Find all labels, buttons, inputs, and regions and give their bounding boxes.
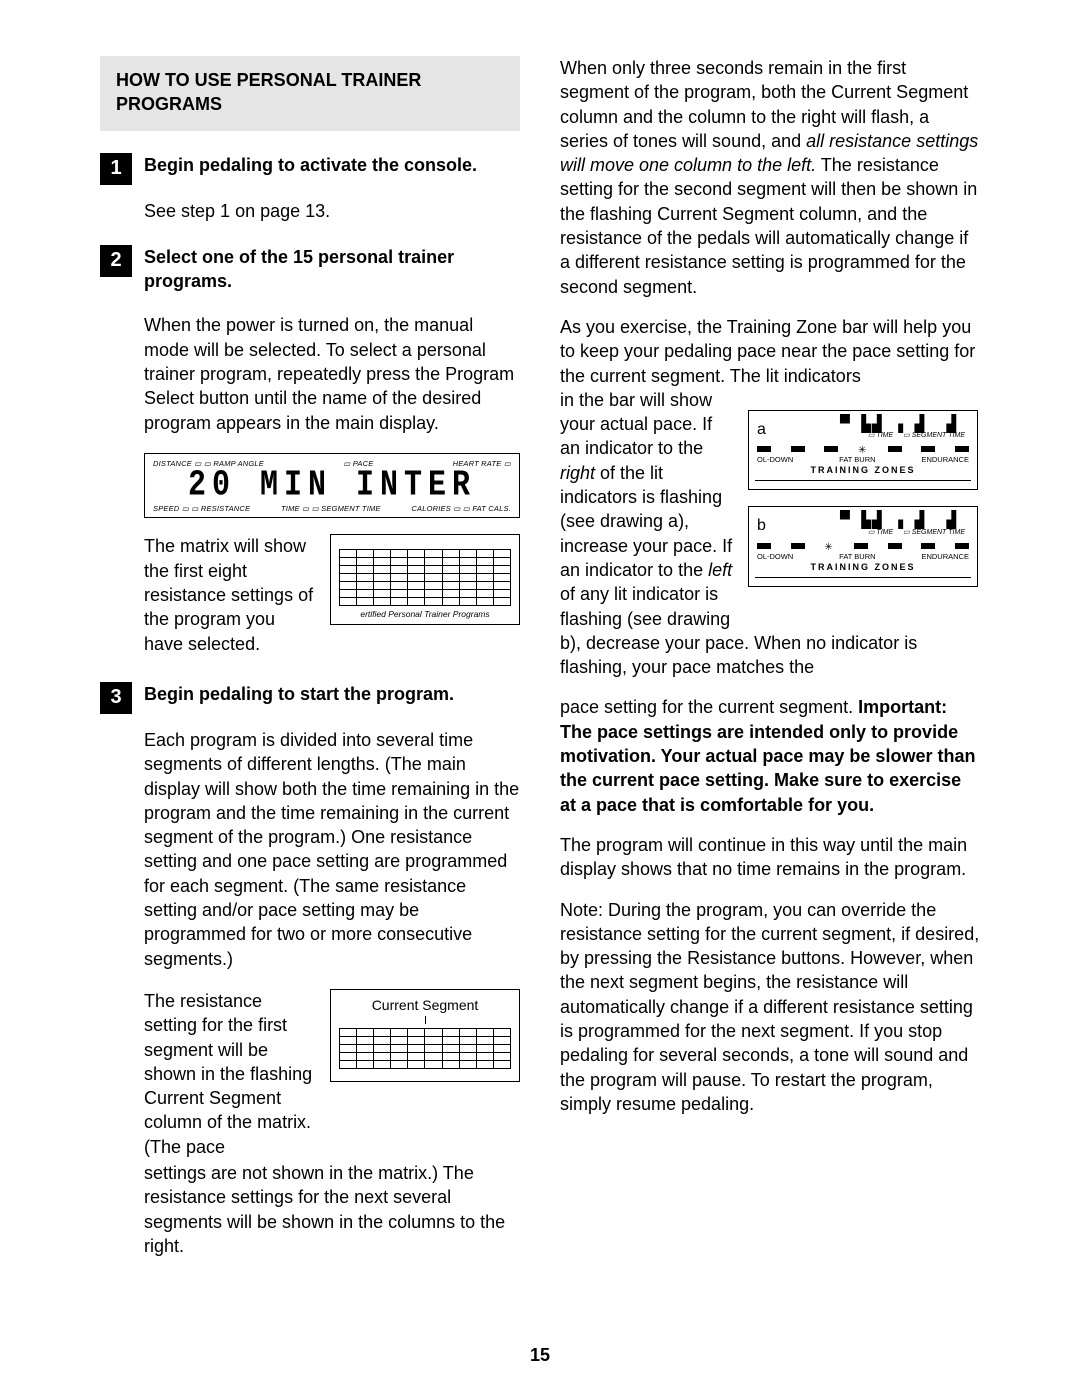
step-3-number: 3: [100, 682, 132, 714]
step-1-number: 1: [100, 153, 132, 185]
matrix-grid: [339, 549, 511, 606]
p2wrap-i1: right: [560, 463, 595, 483]
p2wrap-i2: left: [708, 560, 732, 580]
sun-icon-b: [824, 544, 834, 554]
right-p3-a: pace setting for the current segment.: [560, 697, 858, 717]
tz-b-label: b: [757, 517, 766, 535]
display-bot-label-1: SPEED ▭ ▭ RESISTANCE: [153, 505, 250, 513]
tz-b-bars: ▀ ▙▟ ▗ ▟ ▟: [755, 511, 971, 529]
step-1: 1 Begin pedaling to activate the console…: [100, 153, 520, 185]
page-number: 15: [0, 1343, 1080, 1367]
right-para-5: Note: During the program, you can overri…: [560, 898, 980, 1117]
current-segment-label: Current Segment: [339, 996, 511, 1015]
tz-b-time: TIME: [868, 529, 893, 537]
current-segment-illustration: Current Segment: [330, 989, 520, 1082]
tz-b-zone-2: FAT BURN: [839, 553, 875, 561]
tz-zone-3: ENDURANCE: [921, 456, 969, 464]
section-header: HOW TO USE PERSONAL TRAINER PROGRAMS: [100, 56, 520, 131]
matrix-row: The matrix will show the first eight res…: [100, 534, 520, 655]
step-1-body: See step 1 on page 13.: [100, 199, 520, 223]
display-bot-label-3: CALORIES ▭ ▭ FAT CALS.: [411, 505, 511, 513]
tz-b-zone-3: ENDURANCE: [921, 553, 969, 561]
right-p1-b: The resistance setting for the second se…: [560, 155, 977, 296]
tz-zone-2: FAT BURN: [839, 456, 875, 464]
training-zone-illustrations: a ▀ ▙▟ ▗ ▟ ▟ TIME SEGMENT TIME OL-DOWN F…: [748, 410, 980, 603]
step-3-body-2: settings are not shown in the matrix.) T…: [100, 1161, 520, 1258]
training-zone-b: b ▀ ▙▟ ▗ ▟ ▟ TIME SEGMENT TIME OL-DOWN F…: [748, 506, 978, 586]
step-3-title: Begin pedaling to start the program.: [144, 682, 520, 706]
right-para-1: When only three seconds remain in the fi…: [560, 56, 980, 299]
step-2: 2 Select one of the 15 personal trainer …: [100, 245, 520, 300]
matrix-illustration: ertified Personal Trainer Programs: [330, 534, 520, 624]
training-zone-a: a ▀ ▙▟ ▗ ▟ ▟ TIME SEGMENT TIME OL-DOWN F…: [748, 410, 978, 490]
matrix-text: The matrix will show the first eight res…: [144, 534, 316, 655]
right-para-4: The program will continue in this way un…: [560, 833, 980, 882]
tz-a-time: TIME: [868, 432, 893, 440]
tz-b-zone-1: OL-DOWN: [757, 553, 793, 561]
left-column: HOW TO USE PERSONAL TRAINER PROGRAMS 1 B…: [100, 56, 520, 1258]
arrow-down-icon: [425, 1016, 426, 1024]
segment-row: The resistance setting for the first seg…: [100, 989, 520, 1159]
segment-text: The resistance setting for the first seg…: [144, 989, 316, 1159]
step-2-body: When the power is turned on, the manual …: [100, 313, 520, 434]
step-3: 3 Begin pedaling to start the program.: [100, 682, 520, 714]
segment-matrix-grid: [339, 1028, 511, 1069]
tz-a-title: TRAINING ZONES: [755, 466, 971, 476]
matrix-caption: ertified Personal Trainer Programs: [339, 610, 511, 619]
tz-a-bars: ▀ ▙▟ ▗ ▟ ▟: [755, 415, 971, 433]
p2wrap-a: in the bar will show your actual pace. I…: [560, 390, 712, 459]
right-para-2: As you exercise, the Training Zone bar w…: [560, 315, 980, 388]
right-column: When only three seconds remain in the fi…: [560, 56, 980, 1258]
tz-b-title: TRAINING ZONES: [755, 563, 971, 573]
console-display-illustration: DISTANCE ▭ ▭ RAMP ANGLE ▭ PACE HEART RAT…: [144, 453, 520, 519]
tz-a-label: a: [757, 421, 766, 439]
tz-zone-1: OL-DOWN: [757, 456, 793, 464]
step-3-body-1: Each program is divided into several tim…: [100, 728, 520, 971]
right-para-3: pace setting for the current segment. Im…: [560, 695, 980, 816]
sun-icon: [858, 447, 868, 457]
tz-a-segtime: SEGMENT TIME: [903, 432, 965, 440]
step-2-title: Select one of the 15 personal trainer pr…: [144, 245, 520, 294]
step-1-title: Begin pedaling to activate the console.: [144, 153, 520, 177]
display-main-text: 20 MIN INTER: [153, 467, 511, 507]
tz-b-segtime: SEGMENT TIME: [903, 529, 965, 537]
display-bot-label-2: TIME ▭ ▭ SEGMENT TIME: [281, 505, 381, 513]
step-2-number: 2: [100, 245, 132, 277]
